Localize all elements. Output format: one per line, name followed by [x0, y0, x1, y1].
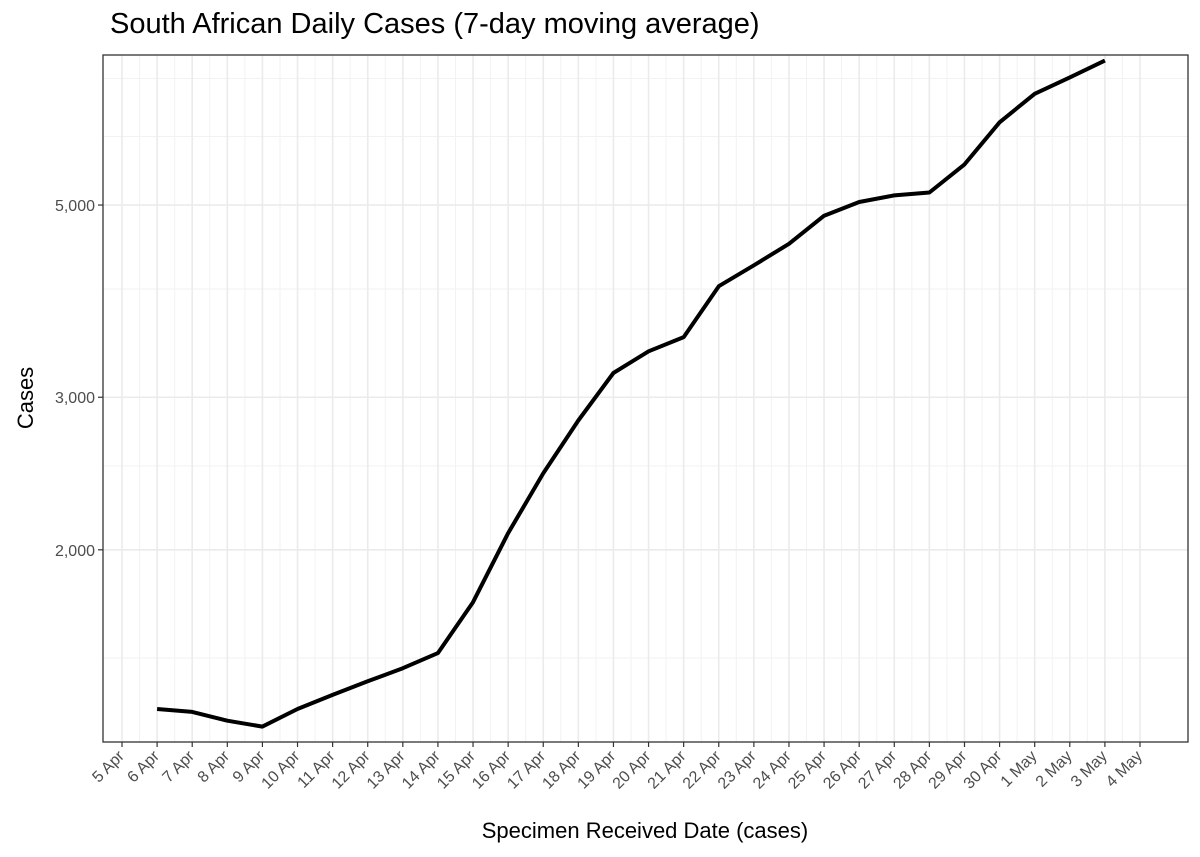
data-point: [576, 419, 580, 423]
x-tick-label: 20 Apr: [610, 747, 655, 792]
plot-panel-border: [102, 54, 1189, 743]
data-point: [296, 707, 300, 711]
data-point: [611, 371, 615, 375]
x-tick-label: 21 Apr: [645, 747, 690, 792]
chart-title: South African Daily Cases (7-day moving …: [110, 8, 760, 40]
x-tick-label: 24 Apr: [750, 747, 795, 792]
data-point: [190, 710, 194, 714]
x-tick-label: 19 Apr: [575, 747, 620, 792]
x-tick-label: 5 Apr: [89, 747, 128, 786]
data-point: [1033, 92, 1037, 96]
data-point: [682, 335, 686, 339]
series-line: [156, 58, 1106, 729]
x-tick-label: 7 Apr: [160, 747, 199, 786]
x-tick-label: 27 Apr: [855, 747, 900, 792]
x-tick-label: 29 Apr: [926, 747, 971, 792]
data-point: [260, 725, 264, 729]
x-tick-label: 8 Apr: [195, 747, 234, 786]
y-tick-label: 2,000: [55, 543, 95, 560]
y-axis: 2,000 3,000 5,000: [55, 198, 103, 560]
x-tick-label: 15 Apr: [434, 747, 479, 792]
data-point: [647, 349, 651, 353]
data-point: [857, 200, 861, 204]
x-tick-label: 23 Apr: [715, 747, 760, 792]
data-point: [822, 214, 826, 218]
x-tick-label: 30 Apr: [961, 747, 1006, 792]
x-tick-label: 12 Apr: [329, 747, 374, 792]
data-point: [752, 263, 756, 267]
data-point: [541, 471, 545, 475]
x-tick-label: 3 May: [1068, 748, 1111, 791]
y-tick-label: 3,000: [55, 390, 95, 407]
x-tick-label: 6 Apr: [124, 747, 163, 786]
data-point: [436, 651, 440, 655]
x-tick-label: 2 May: [1033, 748, 1076, 791]
series-line-group: [155, 58, 1107, 729]
x-tick-label: 1 May: [998, 748, 1041, 791]
data-point: [366, 679, 370, 683]
data-point: [331, 693, 335, 697]
x-tick-label: 14 Apr: [399, 747, 444, 792]
y-axis-title: Cases: [13, 367, 38, 429]
x-tick-label: 28 Apr: [890, 747, 935, 792]
data-point: [927, 190, 931, 194]
data-point: [998, 120, 1002, 124]
y-tick-label: 5,000: [55, 198, 95, 215]
x-axis-title: Specimen Received Date (cases): [482, 818, 808, 843]
gridlines: [103, 55, 1188, 742]
x-tick-label: 17 Apr: [504, 747, 549, 792]
x-tick-label: 13 Apr: [364, 747, 409, 792]
x-tick-label: 4 May: [1103, 748, 1146, 791]
data-point: [1103, 59, 1107, 63]
data-point: [155, 707, 159, 711]
x-tick-label: 18 Apr: [539, 747, 584, 792]
data-point: [1068, 75, 1072, 79]
x-tick-label: 10 Apr: [259, 747, 304, 792]
data-point: [962, 162, 966, 166]
x-tick-label: 22 Apr: [680, 747, 725, 792]
data-point: [506, 531, 510, 535]
x-tick-label: 25 Apr: [785, 747, 830, 792]
x-tick-label: 26 Apr: [820, 747, 865, 792]
data-point: [401, 666, 405, 670]
data-point: [225, 719, 229, 723]
x-tick-label: 16 Apr: [469, 747, 514, 792]
data-point: [787, 242, 791, 246]
data-point: [717, 284, 721, 288]
data-point: [471, 600, 475, 604]
data-point: [892, 193, 896, 197]
